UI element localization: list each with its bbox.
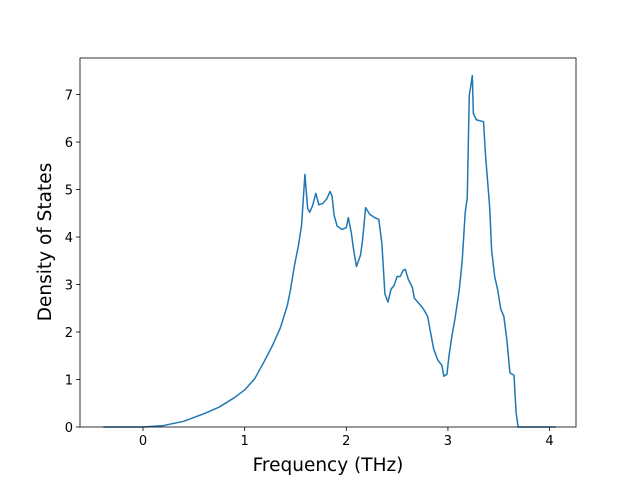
line	[103, 74, 556, 428]
x-tick-label: 1	[241, 434, 249, 449]
y-tick-label: 6	[65, 136, 73, 151]
x-tick-label: 2	[342, 434, 350, 449]
y-tick-label: 1	[65, 374, 73, 389]
y-axis-label: Density of States	[35, 163, 56, 322]
x-tick-label: 3	[444, 434, 452, 449]
x-tick-label: 4	[545, 434, 553, 449]
y-tick-label: 2	[65, 326, 73, 341]
x-axis-label: Frequency (THz)	[253, 455, 404, 476]
plot-frame	[79, 57, 577, 428]
y-tick-label: 5	[65, 184, 73, 199]
x-tick-label: 0	[139, 434, 147, 449]
y-tick-label: 7	[65, 89, 73, 104]
y-tick-label: 0	[65, 421, 73, 436]
y-tick-label: 3	[65, 279, 73, 294]
y-tick-label: 4	[65, 231, 73, 246]
